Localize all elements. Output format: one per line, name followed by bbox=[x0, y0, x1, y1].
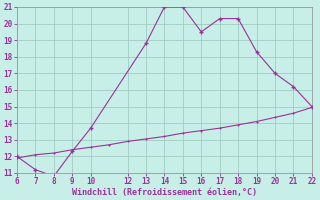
X-axis label: Windchill (Refroidissement éolien,°C): Windchill (Refroidissement éolien,°C) bbox=[72, 188, 257, 197]
